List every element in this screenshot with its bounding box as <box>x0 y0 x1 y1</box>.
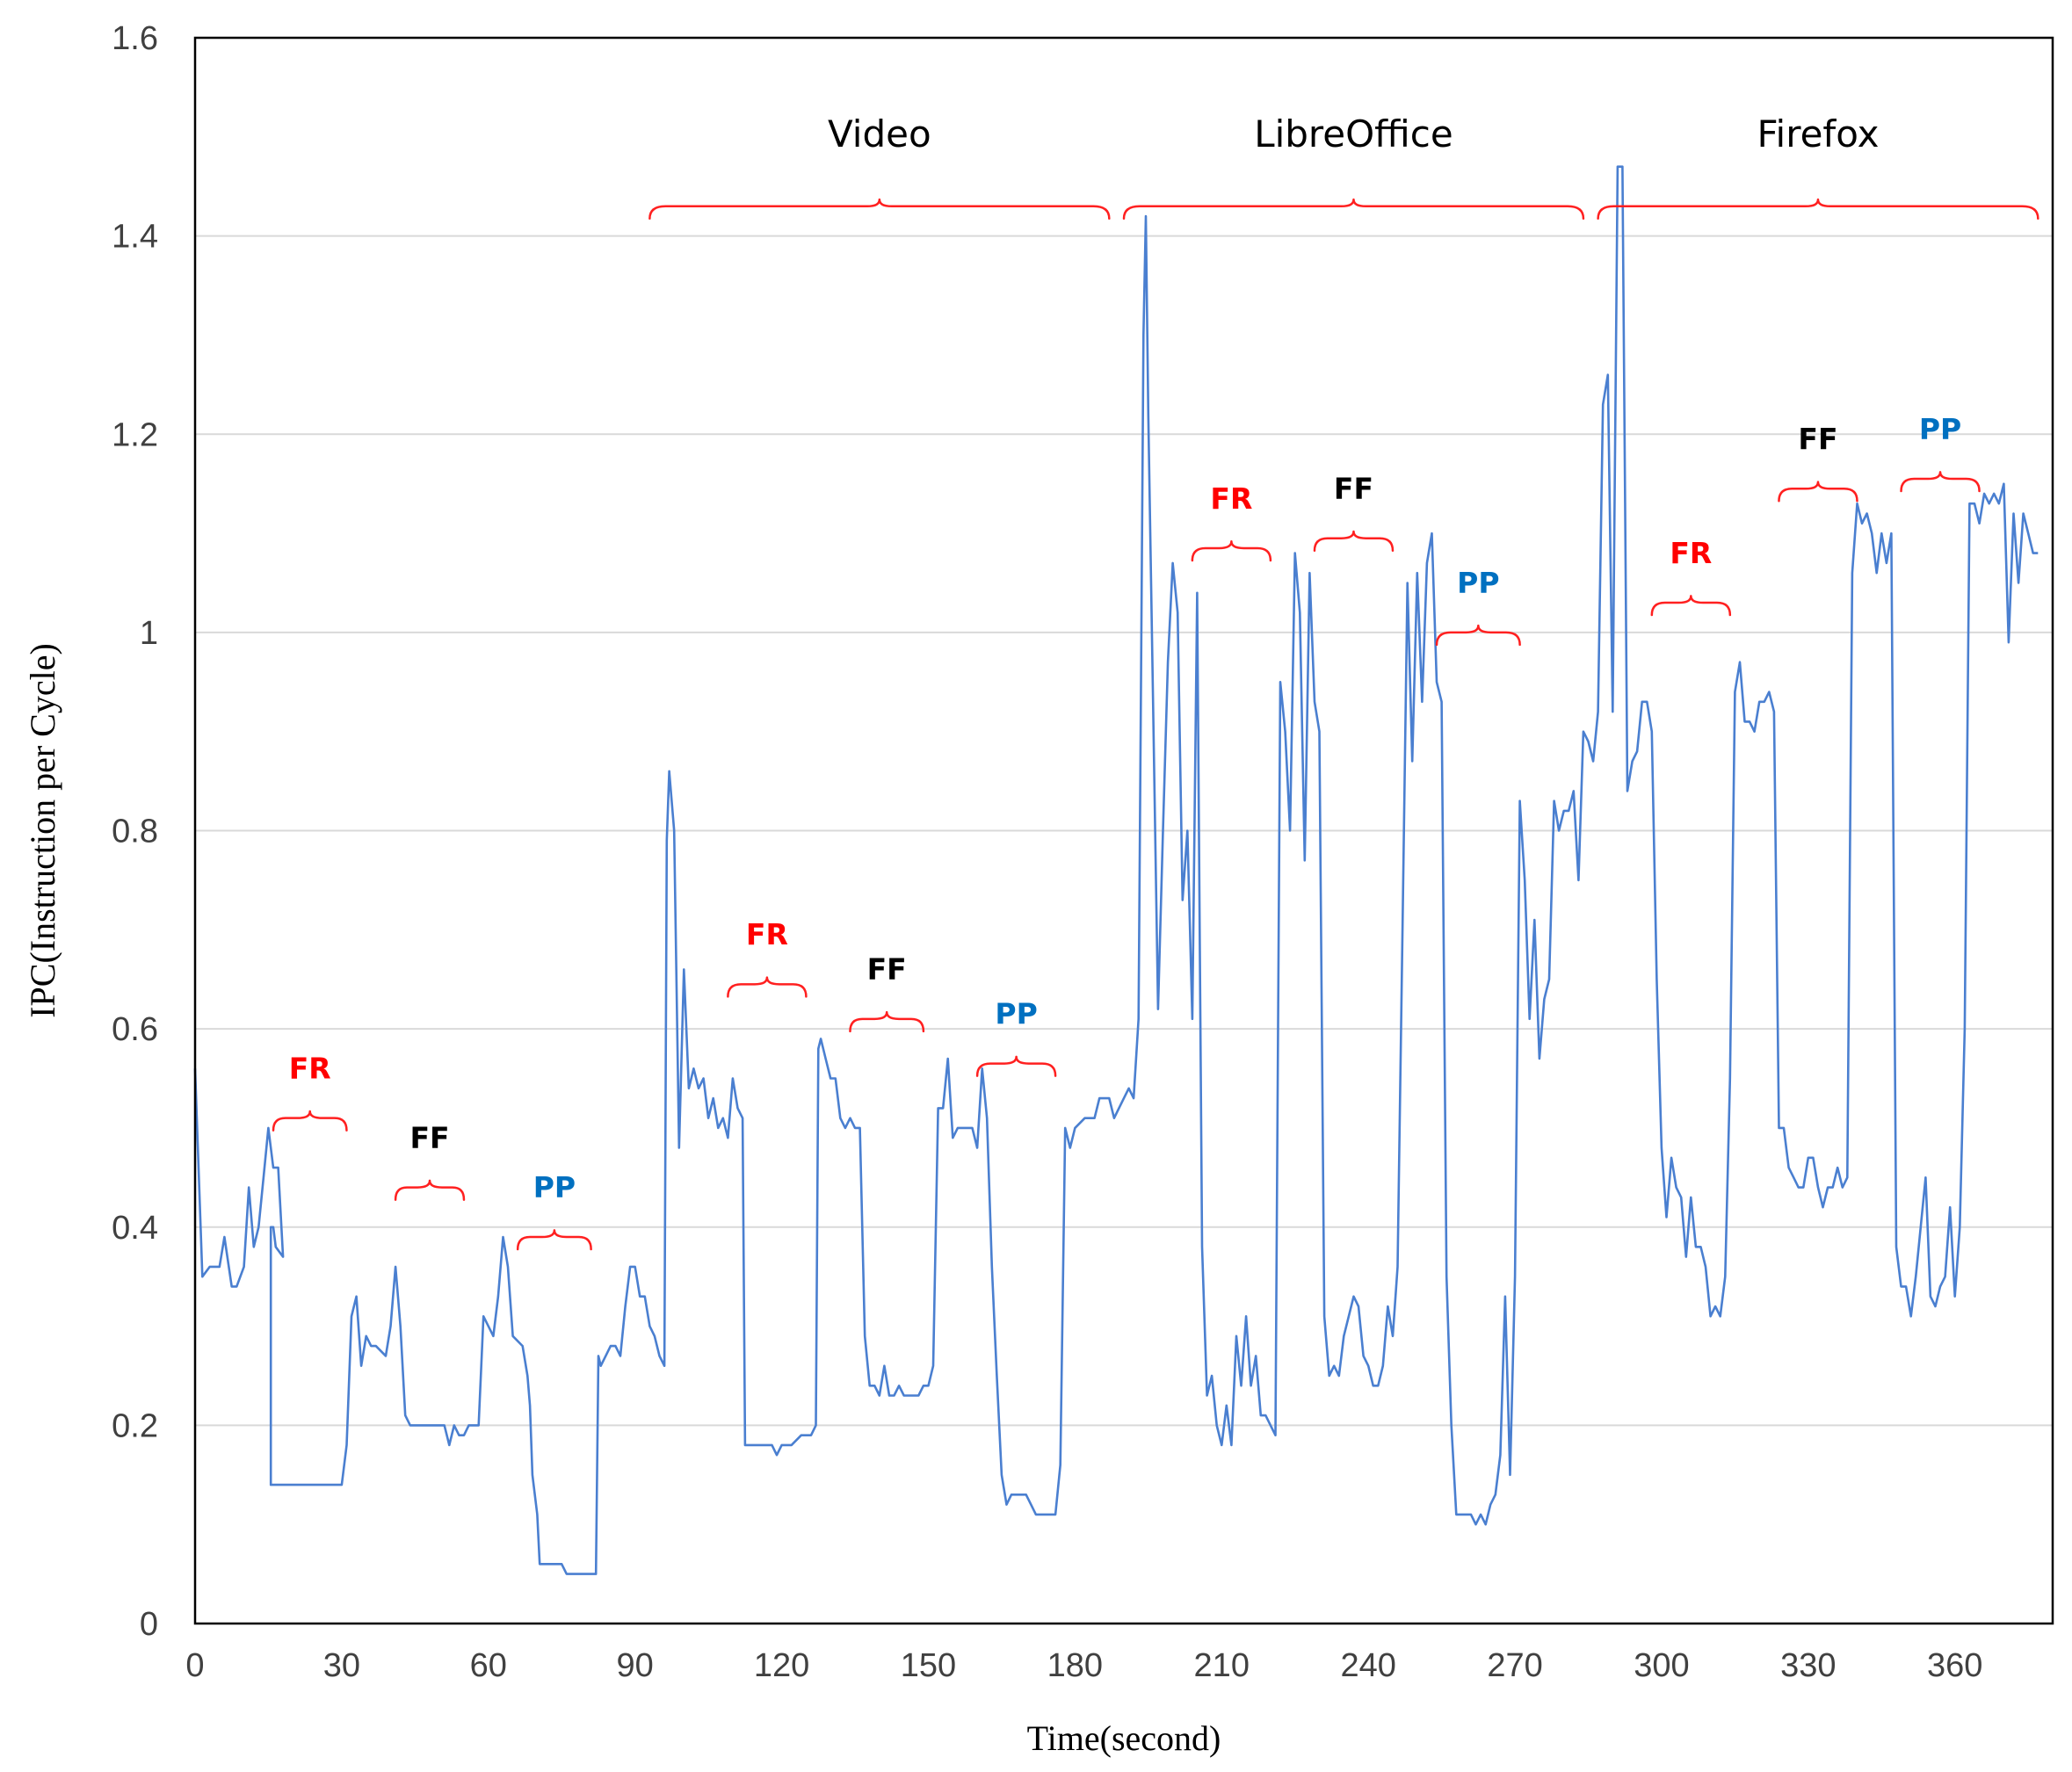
group-label: LibreOffice <box>1254 112 1453 156</box>
x-tick-label: 120 <box>754 1647 809 1684</box>
y-tick-label: 0.6 <box>112 1011 158 1048</box>
series-layer <box>193 165 2039 1575</box>
operation-brace <box>1313 530 1395 552</box>
y-tick-label: 1 <box>140 615 158 652</box>
operation-label: FF <box>867 952 907 987</box>
y-tick-label: 0.4 <box>112 1210 158 1247</box>
plot-area-frame <box>193 36 2054 1625</box>
x-tick-label: 0 <box>185 1647 204 1684</box>
x-tick-label: 60 <box>470 1647 507 1684</box>
operation-brace <box>975 1055 1057 1077</box>
y-tick-label: 1.6 <box>112 20 158 57</box>
operation-brace <box>849 1010 925 1033</box>
operation-label: PP <box>1457 566 1499 600</box>
x-tick-label: 330 <box>1780 1647 1836 1684</box>
group-label: Firefox <box>1757 112 1879 156</box>
x-tick-label: 210 <box>1194 1647 1250 1684</box>
y-axis-ticks: 0 0.2 0.4 0.6 0.8 1 1.2 1.4 1.6 <box>112 20 158 1643</box>
group-brace <box>1122 198 1585 221</box>
y-tick-label: 1.4 <box>112 219 158 256</box>
operation-brace <box>516 1229 592 1251</box>
operation-brace <box>394 1179 466 1201</box>
x-tick-label: 360 <box>1927 1647 1982 1684</box>
operation-brace <box>1778 481 1858 503</box>
operation-label: FR <box>289 1052 331 1086</box>
x-axis-ticks: 0 30 60 90 120 150 180 210 240 270 300 330 360 <box>185 1647 1982 1684</box>
operation-brace <box>1191 540 1272 562</box>
group-label: Video <box>828 112 931 156</box>
group-brace <box>1597 198 2039 221</box>
operation-brace <box>1900 471 1981 493</box>
operation-label: FR <box>1210 481 1252 516</box>
x-tick-label: 240 <box>1340 1647 1395 1684</box>
operation-label: FR <box>746 917 788 951</box>
x-tick-label: 90 <box>617 1647 654 1684</box>
group-brace <box>648 198 1111 221</box>
operation-brace <box>727 976 808 998</box>
x-tick-label: 270 <box>1487 1647 1542 1684</box>
operation-label: FF <box>1798 422 1837 456</box>
annotations: Video LibreOffice Firefox FR FF PP FR FF PP FR FF P… <box>272 112 2039 1251</box>
y-tick-label: 0 <box>140 1606 158 1643</box>
operation-label: FR <box>1670 536 1712 570</box>
operation-label: FF <box>1334 472 1373 506</box>
gridlines <box>195 235 2053 1427</box>
y-axis-title: IPC(Instruction per Cycle) <box>23 643 62 1018</box>
x-tick-label: 180 <box>1047 1647 1103 1684</box>
x-tick-label: 30 <box>323 1647 360 1684</box>
ipc-series-line <box>193 165 2039 1575</box>
operation-label: PP <box>1919 412 1961 446</box>
operation-brace <box>1650 595 1732 617</box>
operation-label: PP <box>995 996 1037 1031</box>
operation-label: PP <box>533 1170 576 1204</box>
x-tick-label: 150 <box>901 1647 956 1684</box>
x-tick-label: 300 <box>1634 1647 1689 1684</box>
y-tick-label: 0.2 <box>112 1407 158 1444</box>
operation-brace <box>1435 624 1521 647</box>
operation-brace <box>272 1110 348 1132</box>
x-axis-title: Time(second) <box>1027 1718 1221 1758</box>
operation-label: FF <box>409 1121 449 1155</box>
y-tick-label: 0.8 <box>112 814 158 850</box>
y-tick-label: 1.2 <box>112 416 158 453</box>
